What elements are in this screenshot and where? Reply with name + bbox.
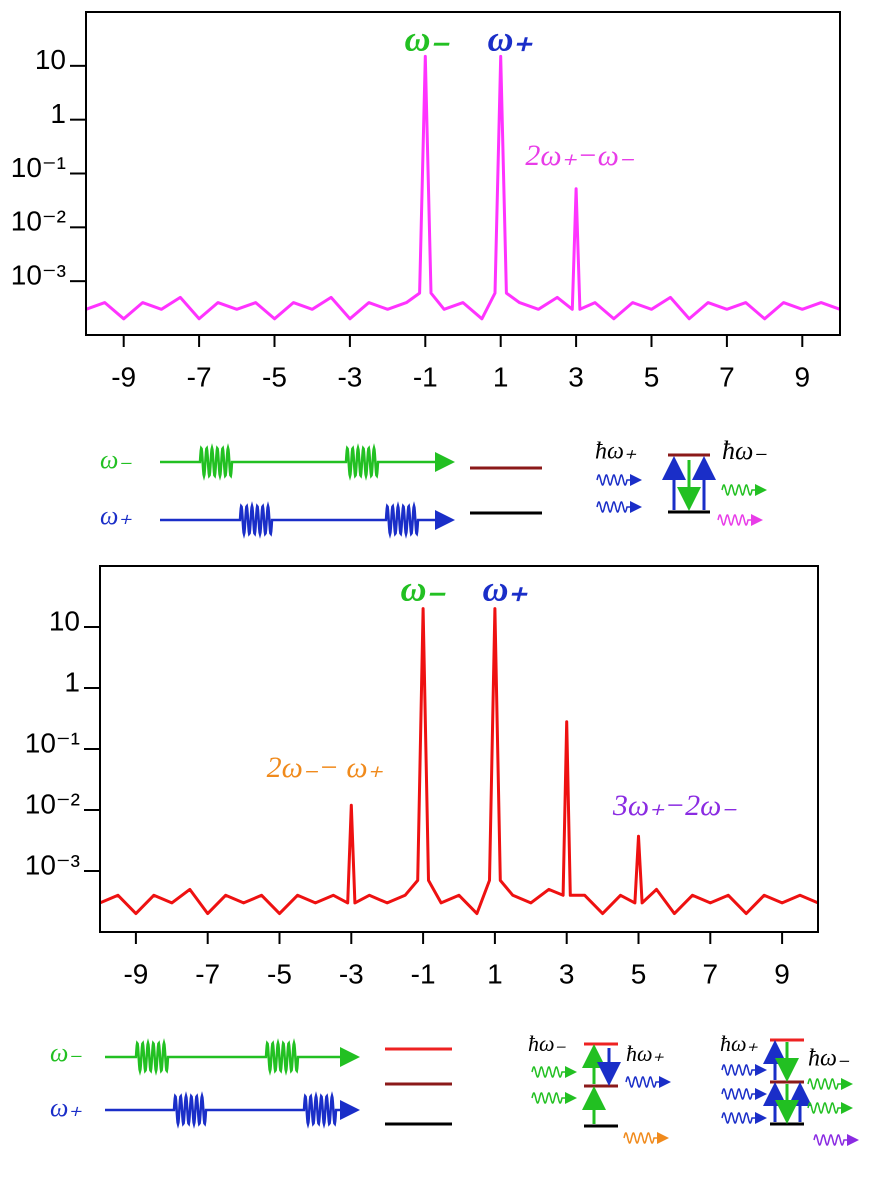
photon <box>721 1088 767 1100</box>
x-tick-label: 3 <box>559 958 575 989</box>
x-tick-label: -5 <box>262 361 287 392</box>
diagram-label: ħω₋ <box>722 436 767 465</box>
photon <box>813 1134 859 1146</box>
diagram-label: ħω₋ <box>808 1046 850 1072</box>
spectrum-line <box>85 54 841 321</box>
pulse-train <box>160 443 455 481</box>
y-tick-label: 10 <box>35 44 66 75</box>
annotation: ω₋ <box>404 18 450 58</box>
spectrum-line <box>99 607 819 916</box>
photon <box>717 514 763 526</box>
x-tick-label: -3 <box>339 958 364 989</box>
photon <box>625 1076 671 1088</box>
x-tick-label: 9 <box>774 958 790 989</box>
x-tick-label: -3 <box>337 361 362 392</box>
x-tick-label: -7 <box>195 958 220 989</box>
plot-frame <box>99 565 819 933</box>
diagram-label: ω₊ <box>100 501 132 530</box>
y-tick-label: 10⁻¹ <box>11 152 66 183</box>
x-tick-label: -1 <box>413 361 438 392</box>
photon <box>721 1064 767 1076</box>
annotation: ω₋ <box>400 568 446 608</box>
diagram-label: ħω₋ <box>528 1031 567 1056</box>
pulse-train <box>160 501 455 539</box>
annotation: 3ω₊−2ω₋ <box>612 789 737 822</box>
diagram-label: ω₊ <box>50 1093 82 1122</box>
photon <box>721 1112 767 1124</box>
photon <box>596 474 642 486</box>
annotation: ω₊ <box>487 18 533 58</box>
plot-frame <box>85 11 841 336</box>
x-tick-label: 3 <box>568 361 584 392</box>
x-tick-label: -9 <box>111 361 136 392</box>
y-tick-label: 1 <box>50 98 66 129</box>
x-tick-label: 7 <box>719 361 735 392</box>
diagram-label: ω₋ <box>100 445 132 474</box>
photon <box>596 501 642 513</box>
x-tick-label: 5 <box>631 958 647 989</box>
diagram-label: ħω₊ <box>595 439 637 465</box>
x-tick-label: -5 <box>267 958 292 989</box>
y-tick-label: 10⁻³ <box>25 849 80 880</box>
photon <box>721 484 767 496</box>
pulse-train <box>105 1091 360 1129</box>
x-tick-label: 1 <box>487 958 503 989</box>
y-tick-label: 10⁻³ <box>11 260 66 291</box>
x-tick-label: 1 <box>493 361 509 392</box>
photon <box>531 1066 577 1078</box>
annotation: 2ω₊−ω₋ <box>525 139 634 172</box>
x-tick-label: 9 <box>795 361 811 392</box>
x-tick-label: 5 <box>644 361 660 392</box>
annotation: 2ω₋− ω₊ <box>267 751 384 784</box>
y-tick-label: 10⁻² <box>11 206 66 237</box>
diagram-label: ħω₊ <box>626 1041 665 1066</box>
pulse-train <box>105 1038 360 1076</box>
y-tick-label: 10⁻² <box>25 788 80 819</box>
y-tick-label: 1 <box>64 666 80 697</box>
photon <box>531 1092 577 1104</box>
photon <box>807 1078 853 1090</box>
x-tick-label: -1 <box>411 958 436 989</box>
y-tick-label: 10 <box>49 605 80 636</box>
photon <box>623 1132 669 1144</box>
x-tick-label: -9 <box>123 958 148 989</box>
diagram-label: ω₋ <box>50 1038 82 1067</box>
y-tick-label: 10⁻¹ <box>25 727 80 758</box>
annotation: ω₊ <box>482 568 528 608</box>
x-tick-label: 7 <box>703 958 719 989</box>
diagram-label: ħω₊ <box>720 1031 759 1056</box>
photon <box>807 1102 853 1114</box>
x-tick-label: -7 <box>187 361 212 392</box>
